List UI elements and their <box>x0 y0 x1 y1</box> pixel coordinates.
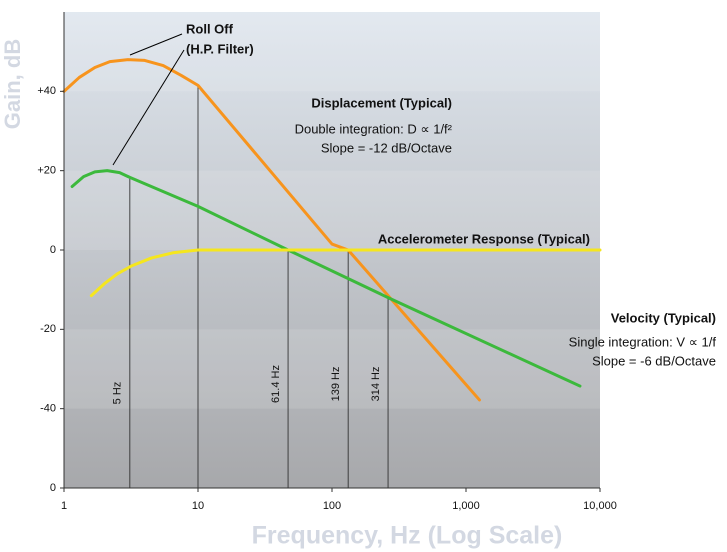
y-axis-title: Gain, dB <box>0 39 25 129</box>
annotation: Velocity (Typical) <box>611 310 716 325</box>
series-line <box>89 248 602 298</box>
bands <box>64 12 600 409</box>
annotation: Accelerometer Response (Typical) <box>378 231 590 246</box>
x-tick-label: 1 <box>61 500 67 512</box>
marker-label: 139 Hz <box>330 367 342 402</box>
x-tick-label: 10,000 <box>583 500 617 512</box>
markers: 5 Hz 61.4 Hz 139 Hz 314 Hz <box>112 85 389 488</box>
marker-label: 5 Hz <box>112 382 124 405</box>
pointer <box>112 49 185 166</box>
annotation: Slope = -12 dB/Octave <box>321 140 452 155</box>
annotation: Single integration: V ∝ 1/f <box>569 334 717 349</box>
lines <box>62 58 602 402</box>
x-tick-label: 1,000 <box>452 500 480 512</box>
band <box>64 170 600 250</box>
annotation: Double integration: D ∝ 1/f² <box>295 121 453 136</box>
annotation: Displacement (Typical) <box>311 95 452 110</box>
band <box>64 329 600 409</box>
pointer <box>129 33 183 56</box>
y-tick-label: +20 <box>37 165 56 177</box>
y-tick-label: 0 <box>50 482 56 494</box>
x-axis-title: Frequency, Hz (Log Scale) <box>252 522 563 550</box>
marker-label: 314 Hz <box>370 367 382 402</box>
x-tick-label: 10 <box>192 500 204 512</box>
marker-label: 61.4 Hz <box>270 365 282 403</box>
y-tick-label: +40 <box>37 85 56 97</box>
annotation: Roll Off <box>186 21 234 36</box>
series-line <box>70 169 582 388</box>
annotation: Slope = -6 dB/Octave <box>592 353 716 368</box>
y-tick-label: 0 <box>50 244 56 256</box>
y-tick-label: -40 <box>40 403 56 415</box>
y-tick-label: -20 <box>40 323 56 335</box>
x-tick-label: 100 <box>323 500 341 512</box>
band <box>64 12 600 92</box>
annotation: (H.P. Filter) <box>186 41 254 56</box>
series-line <box>62 58 481 402</box>
